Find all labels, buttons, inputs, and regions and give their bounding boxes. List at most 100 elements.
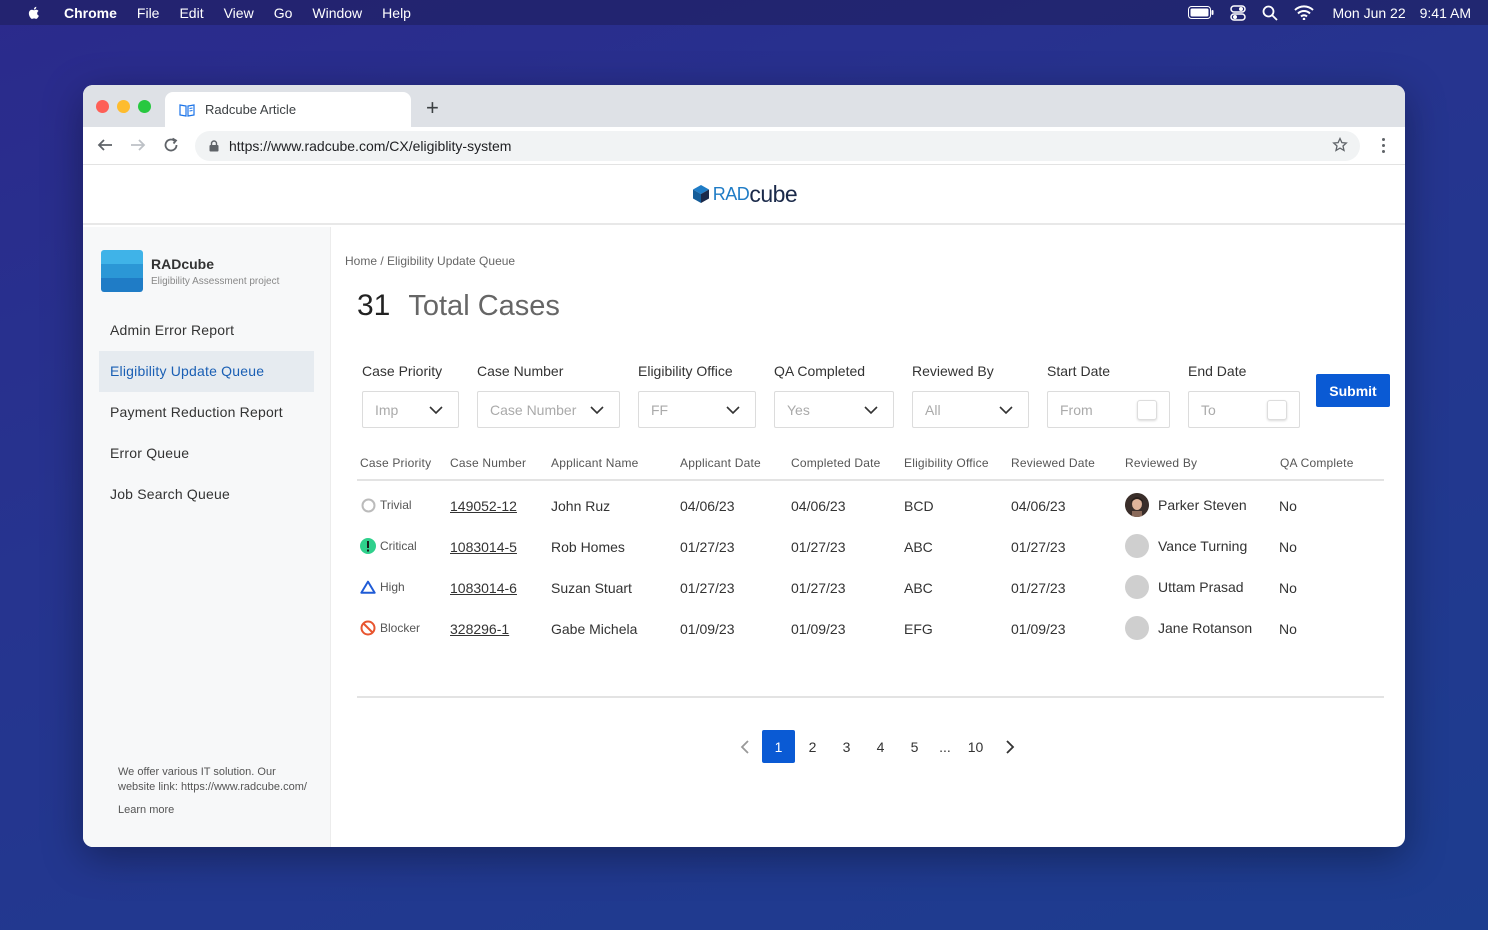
date-picker-icon[interactable] (1137, 400, 1157, 420)
column-header[interactable]: Applicant Name (551, 456, 639, 470)
menubar-time[interactable]: 9:41 AM (1419, 4, 1471, 21)
battery-icon[interactable] (1188, 6, 1214, 19)
column-header[interactable]: Reviewed Date (1011, 456, 1095, 470)
date-picker-icon[interactable] (1267, 400, 1287, 420)
wifi-icon[interactable] (1294, 5, 1315, 20)
address-bar[interactable]: https://www.radcube.com/CX/eligiblity-sy… (195, 131, 1360, 161)
reload-icon[interactable] (163, 137, 179, 153)
case-number-link[interactable]: 1083014-5 (450, 539, 517, 555)
menu-help[interactable]: Help (382, 4, 411, 21)
case-priority-select[interactable]: Imp (362, 391, 459, 428)
column-header[interactable]: Case Number (450, 456, 527, 470)
case-number-link[interactable]: 149052-12 (450, 498, 517, 514)
chevron-down-icon (863, 403, 879, 417)
sidebar-item-payment-reduction-report[interactable]: Payment Reduction Report (110, 404, 283, 420)
filter-reviewed-by: Reviewed By All (912, 363, 1029, 428)
sidebar-footer-text: We offer various IT solution. Our websit… (118, 766, 307, 793)
chevron-down-icon (589, 403, 605, 417)
sidebar-item-job-search-queue[interactable]: Job Search Queue (110, 486, 230, 502)
avatar (1125, 616, 1149, 640)
page-button[interactable]: 5 (910, 738, 919, 755)
sidebar-footer: We offer various IT solution. Our websit… (118, 765, 308, 818)
case-number-link[interactable]: 1083014-6 (450, 580, 517, 596)
menu-app-name[interactable]: Chrome (64, 4, 117, 21)
total-cases-label: Total Cases (408, 290, 560, 322)
reviewed-date: 01/27/23 (1011, 580, 1066, 596)
zoom-window-button[interactable] (138, 100, 151, 113)
table-row[interactable]: Trivial 149052-12 John Ruz 04/06/23 04/0… (357, 485, 1384, 526)
sidebar-item-admin-error-report[interactable]: Admin Error Report (110, 322, 235, 338)
select-value: Yes (787, 401, 810, 418)
chevron-right-icon[interactable] (993, 730, 1026, 763)
project-brand: RADcube Eligibility Assessment project (101, 250, 279, 292)
sidebar-item-eligibility-update-queue[interactable]: Eligibility Update Queue (99, 351, 314, 392)
select-value: Case Number (490, 401, 577, 418)
qa-completed-select[interactable]: Yes (774, 391, 894, 428)
page-button[interactable]: 1 (762, 730, 795, 763)
critical-exclamation-icon (360, 538, 376, 554)
table-header: Case Priority Case Number Applicant Name… (357, 447, 1384, 481)
lock-icon[interactable] (209, 140, 219, 152)
applicant-name: Suzan Stuart (551, 580, 632, 596)
eligibility-office-select[interactable]: FF (638, 391, 756, 428)
window-controls (96, 100, 159, 113)
column-header[interactable]: QA Complete (1280, 456, 1354, 470)
priority-cell: High (360, 579, 405, 595)
page-button[interactable]: 3 (842, 738, 851, 755)
learn-more-link[interactable]: Learn more (118, 804, 175, 816)
menu-window[interactable]: Window (312, 4, 363, 21)
column-header[interactable]: Reviewed By (1125, 456, 1198, 470)
menu-view[interactable]: View (223, 4, 254, 21)
priority-label: High (380, 580, 405, 594)
minimize-window-button[interactable] (117, 100, 130, 113)
main-content: Home / Eligibility Update Queue 31 Total… (332, 227, 1405, 847)
site-logo[interactable]: RAD cube (691, 181, 798, 208)
start-date-input[interactable]: From (1047, 391, 1170, 428)
table-row[interactable]: Critical 1083014-5 Rob Homes 01/27/23 01… (357, 526, 1384, 567)
bookmark-star-icon[interactable] (1332, 137, 1348, 153)
avatar (1125, 575, 1149, 599)
reviewer-name: Vance Turning (1158, 538, 1248, 554)
case-number-select[interactable]: Case Number (477, 391, 620, 428)
menu-go[interactable]: Go (273, 4, 293, 21)
forward-arrow-icon[interactable] (130, 137, 146, 153)
back-arrow-icon[interactable] (97, 137, 113, 153)
page-button[interactable]: 4 (876, 738, 885, 755)
menubar-date[interactable]: Mon Jun 22 (1332, 4, 1406, 21)
page-button[interactable]: 2 (808, 738, 817, 755)
case-number-link[interactable]: 328296-1 (450, 621, 510, 637)
priority-cell: Critical (360, 538, 417, 554)
browser-menu-icon[interactable] (1382, 138, 1385, 156)
completed-date: 04/06/23 (791, 498, 846, 514)
browser-tab[interactable]: Radcube Article (165, 92, 411, 127)
applicant-date: 01/09/23 (680, 621, 735, 637)
column-header[interactable]: Completed Date (791, 456, 881, 470)
breadcrumb[interactable]: Home / Eligibility Update Queue (345, 254, 516, 268)
logo-rad: RAD (712, 183, 750, 204)
reviewed-by-cell: Jane Rotanson (1125, 616, 1252, 640)
apple-icon[interactable] (26, 5, 42, 21)
end-date-input[interactable]: To (1188, 391, 1300, 428)
chevron-left-icon[interactable] (728, 730, 761, 763)
reviewed-by-select[interactable]: All (912, 391, 1029, 428)
submit-button[interactable]: Submit (1316, 374, 1390, 407)
menu-file[interactable]: File (136, 4, 160, 21)
url-text[interactable]: https://www.radcube.com/CX/eligiblity-sy… (229, 138, 512, 154)
column-header[interactable]: Eligibility Office (904, 456, 989, 470)
column-header[interactable]: Applicant Date (680, 456, 761, 470)
total-cases-count: 31 (357, 289, 391, 322)
sidebar-item-error-queue[interactable]: Error Queue (110, 445, 190, 461)
reviewed-date: 04/06/23 (1011, 498, 1066, 514)
table-divider (357, 696, 1384, 698)
spotlight-search-icon[interactable] (1262, 5, 1279, 21)
close-window-button[interactable] (96, 100, 109, 113)
page-button[interactable]: 10 (967, 738, 984, 755)
column-header[interactable]: Case Priority (360, 456, 432, 470)
table-row[interactable]: High 1083014-6 Suzan Stuart 01/27/23 01/… (357, 567, 1384, 608)
menu-edit[interactable]: Edit (179, 4, 204, 21)
table-row[interactable]: Blocker 328296-1 Gabe Michela 01/09/23 0… (357, 608, 1384, 649)
control-center-icon[interactable] (1230, 4, 1247, 21)
new-tab-button[interactable]: + (426, 95, 439, 120)
applicant-date: 04/06/23 (680, 498, 735, 514)
browser-window: Radcube Article + https://www.radcube.co… (83, 85, 1405, 847)
